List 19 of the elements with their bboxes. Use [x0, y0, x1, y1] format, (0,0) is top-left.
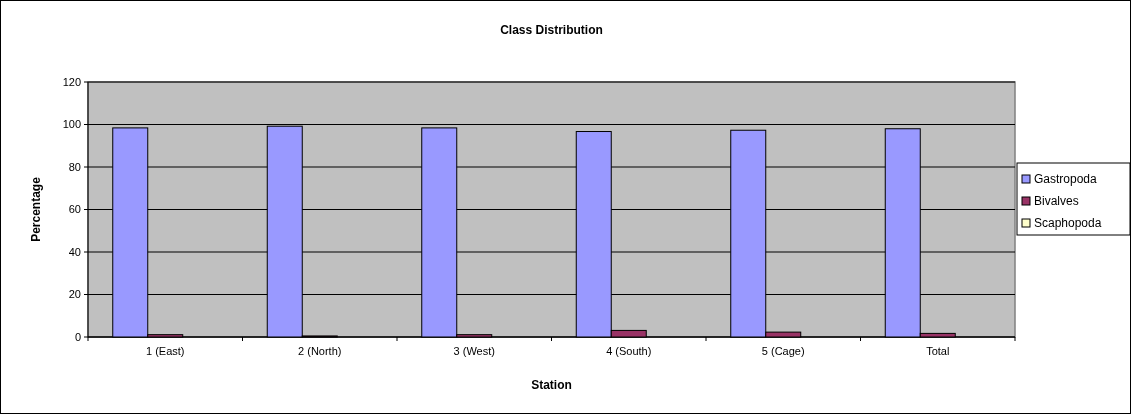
y-axis-title: Percentage [29, 176, 43, 242]
y-tick-label: 40 [68, 245, 81, 258]
x-tick-label: Total [926, 345, 950, 357]
y-tick-label: 20 [68, 288, 81, 301]
x-tick-label: 1 (East) [145, 345, 185, 357]
legend-label: Gastropoda [1034, 172, 1098, 187]
legend-label: Bivalves [1034, 194, 1079, 209]
y-tick-label: 60 [68, 203, 81, 216]
x-axis-title: Station [531, 378, 572, 392]
x-tick-label: 2 (North) [298, 345, 342, 357]
x-tick-label: 3 (West) [453, 345, 495, 357]
legend-label: Scaphopoda [1034, 216, 1102, 231]
x-tick-label: 5 (Cage) [761, 345, 805, 357]
y-tick-label: 120 [62, 75, 81, 88]
y-tick-label: 100 [62, 118, 81, 131]
y-tick-label: 0 [74, 330, 81, 343]
y-tick-label: 80 [68, 160, 81, 173]
chart-title: Class Distribution [500, 23, 603, 37]
x-tick-label: 4 (South) [606, 345, 652, 357]
